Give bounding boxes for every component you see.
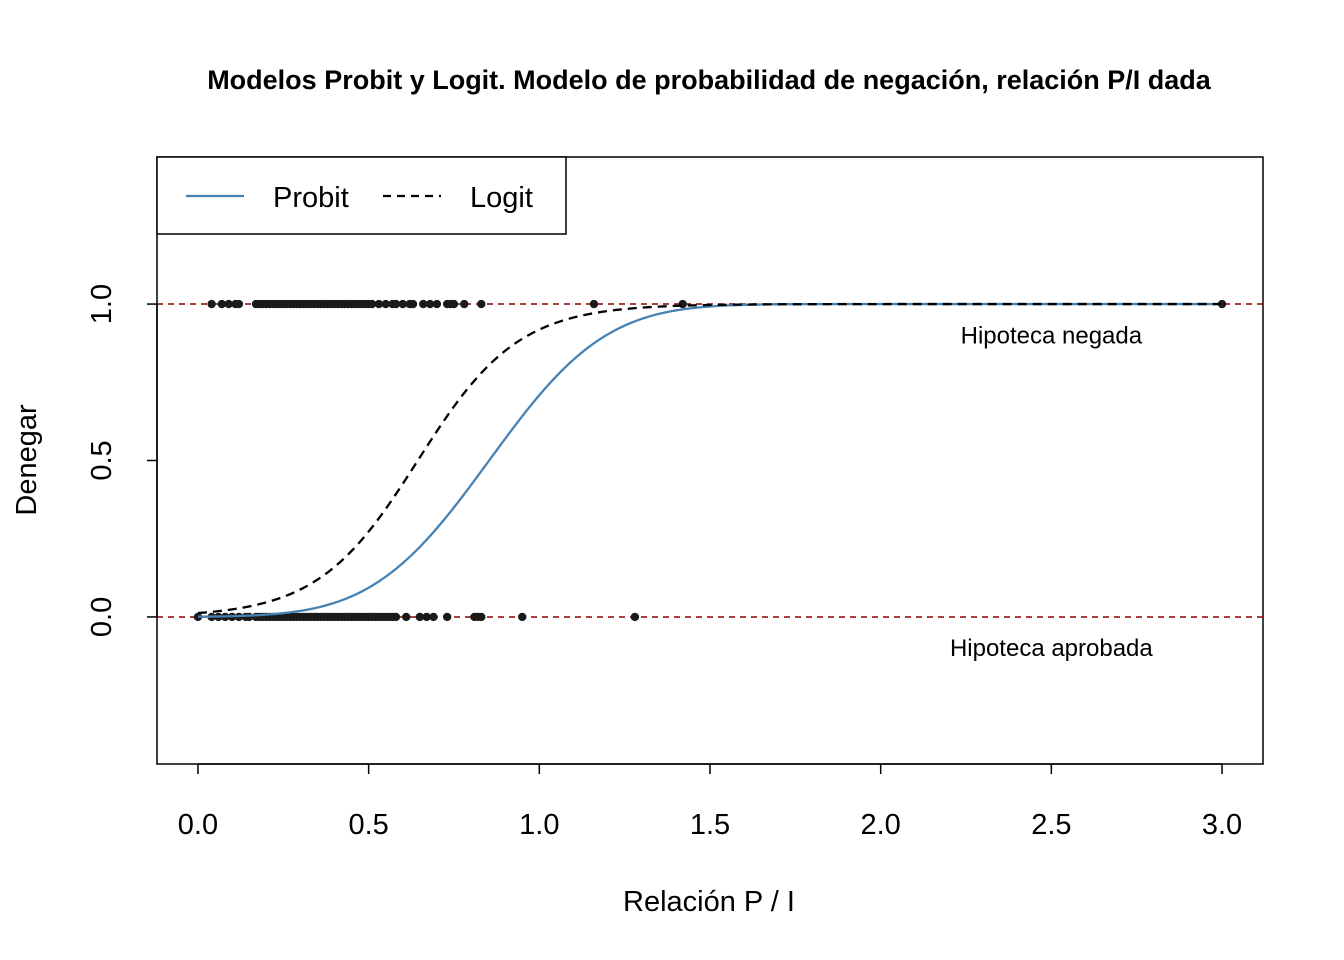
point-approved-59 [630, 612, 640, 622]
y-axis: 0.0 0.5 1.0 [86, 284, 158, 637]
x-tick-label-1: 0.5 [348, 809, 388, 841]
y-tick-label-2: 1.0 [86, 284, 118, 324]
point-approved-52 [422, 612, 431, 622]
x-tick-label-2: 1.0 [519, 809, 559, 841]
point-denied-46 [408, 299, 418, 309]
x-tick-label-5: 2.5 [1031, 809, 1071, 841]
curve-probit [197, 302, 1223, 618]
curve-logit [197, 302, 1223, 615]
point-denied-43 [391, 299, 401, 309]
chart-title: Modelos Probit y Logit. Modelo de probab… [207, 65, 1212, 95]
point-approved-57 [477, 612, 486, 622]
point-approved-51 [415, 612, 425, 622]
y-axis-label: Denegar [11, 404, 43, 516]
legend: Probit Logit [156, 156, 567, 235]
annotation-hipoteca-negada: Hipoteca negada [961, 322, 1143, 349]
x-axis: 0.0 0.5 1.0 1.5 2.0 2.5 3.0 [178, 763, 1242, 841]
point-denied-4 [234, 299, 244, 309]
x-tick-label-0: 0.0 [178, 809, 218, 841]
point-denied-54 [477, 299, 486, 309]
y-tick-label-1: 0.5 [86, 440, 118, 480]
point-approved-54 [442, 612, 452, 622]
point-approved-53 [429, 612, 438, 622]
model-curves [197, 302, 1223, 618]
point-denied-55 [589, 299, 599, 309]
x-tick-label-6: 3.0 [1202, 809, 1242, 841]
x-tick-label-4: 2.0 [861, 809, 901, 841]
point-denied-2 [224, 299, 233, 309]
point-denied-52 [449, 299, 459, 309]
point-denied-40 [374, 299, 384, 309]
point-denied-49 [432, 299, 442, 309]
legend-label-logit: Logit [470, 182, 533, 214]
y-tick-label-0: 0.0 [86, 597, 118, 637]
point-denied-39 [367, 299, 377, 309]
point-denied-0 [207, 299, 216, 309]
point-denied-47 [419, 299, 428, 309]
point-approved-50 [401, 612, 411, 622]
reference-lines [157, 303, 1263, 618]
point-denied-48 [425, 299, 435, 309]
annotation-hipoteca-aprobada: Hipoteca aprobada [950, 635, 1153, 662]
x-axis-label: Relación P / I [623, 886, 795, 918]
point-denied-44 [398, 299, 407, 309]
legend-label-probit: Probit [273, 182, 349, 214]
point-denied-53 [460, 299, 469, 309]
point-approved-49 [391, 612, 401, 622]
point-denied-1 [217, 299, 227, 309]
point-denied-41 [381, 299, 390, 309]
point-approved-58 [518, 612, 527, 622]
x-tick-label-3: 1.5 [690, 809, 730, 841]
plot-frame [156, 156, 1264, 765]
point-denied-56 [678, 299, 687, 309]
